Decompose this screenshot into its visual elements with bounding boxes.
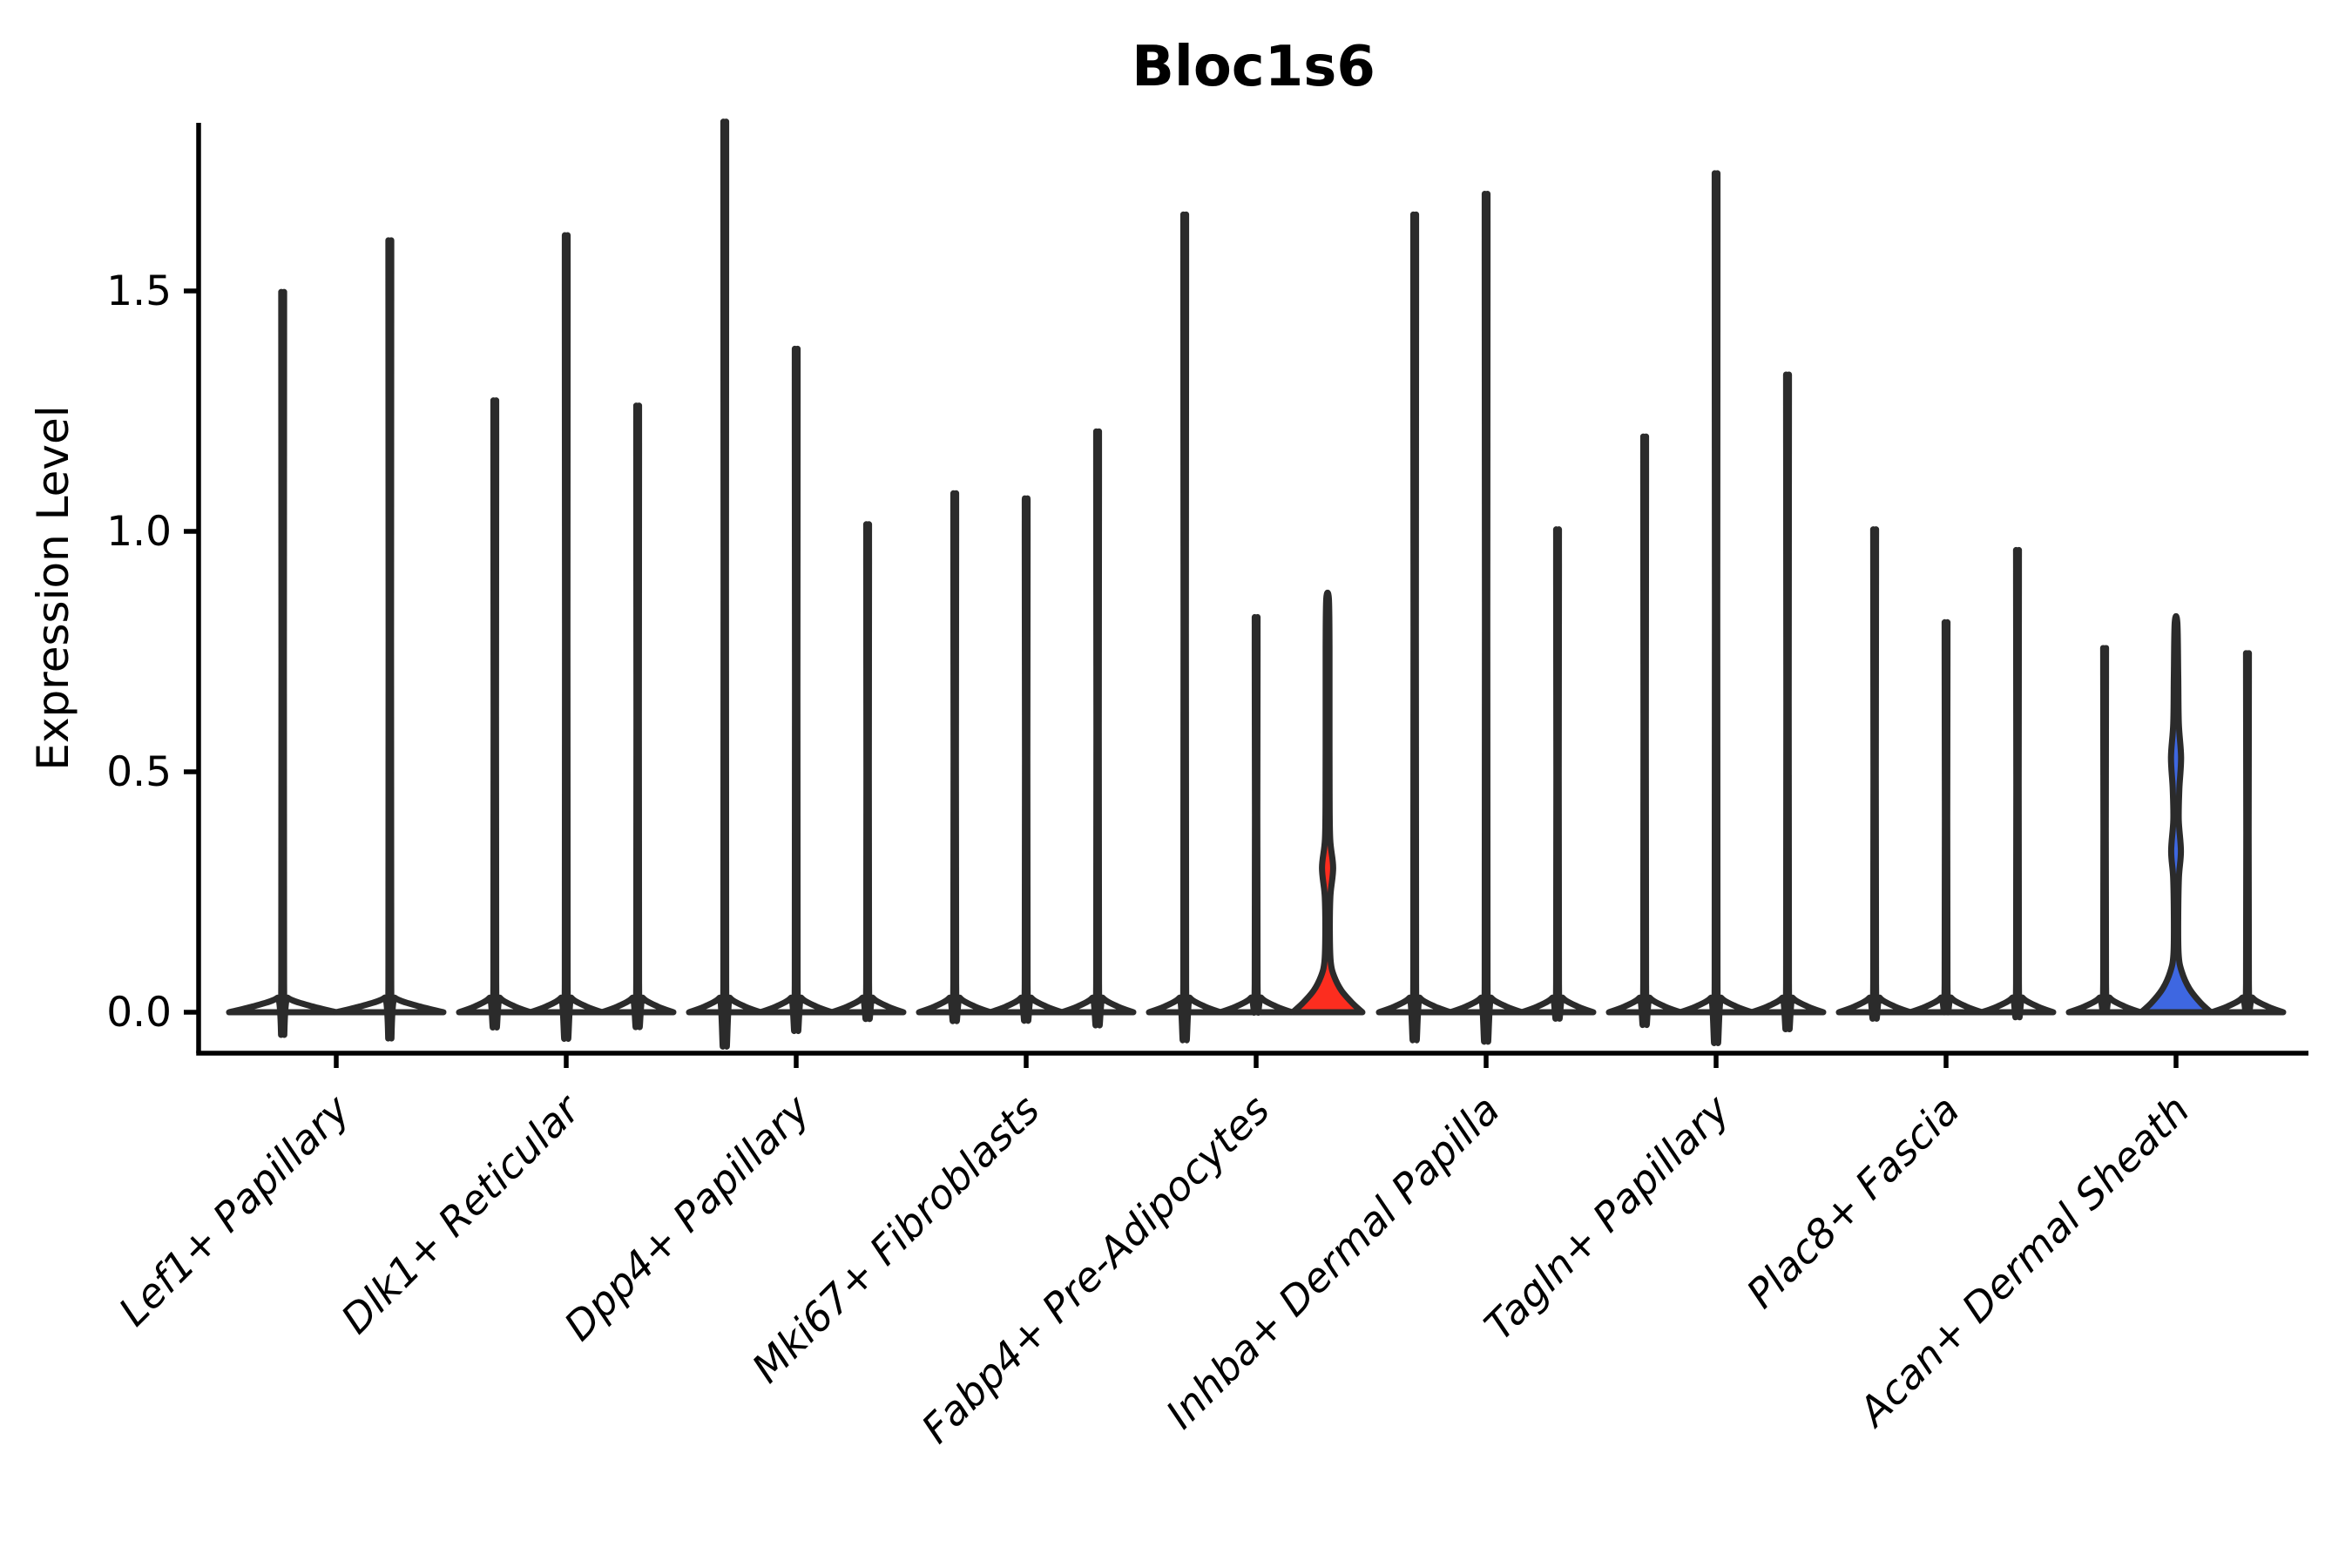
violin (1978, 546, 2057, 1021)
violin (1375, 211, 1454, 1044)
violin (916, 490, 994, 1024)
violin (757, 346, 835, 1034)
violin (1217, 614, 1295, 1016)
violin (527, 232, 605, 1042)
y-tick-label: 0.0 (106, 989, 172, 1037)
violin (987, 495, 1065, 1024)
violin (1518, 526, 1597, 1022)
y-tick-label: 1.5 (106, 267, 172, 315)
violin (1058, 428, 1137, 1029)
violin (1835, 526, 1914, 1022)
violin (333, 237, 447, 1042)
violin (2065, 645, 2144, 1016)
violin (2208, 650, 2287, 1016)
violin-highlight-red (1289, 589, 1366, 1016)
violin (1677, 170, 1755, 1046)
violin (226, 288, 340, 1038)
y-tick-label: 0.5 (106, 748, 172, 796)
violin (686, 118, 764, 1050)
violin (1605, 433, 1684, 1029)
violin (1447, 191, 1525, 1045)
chart-title: Bloc1s6 (1132, 35, 1375, 99)
violin (828, 521, 907, 1023)
y-tick-label: 1.0 (106, 508, 172, 556)
violin (1146, 211, 1224, 1044)
violin (456, 397, 534, 1031)
y-axis-label: Expression Level (28, 405, 78, 770)
violin (1748, 371, 1827, 1032)
violin-highlight-blue (2138, 612, 2214, 1016)
violins-layer (226, 118, 2287, 1050)
violin (598, 402, 677, 1031)
violin (1907, 618, 1985, 1016)
